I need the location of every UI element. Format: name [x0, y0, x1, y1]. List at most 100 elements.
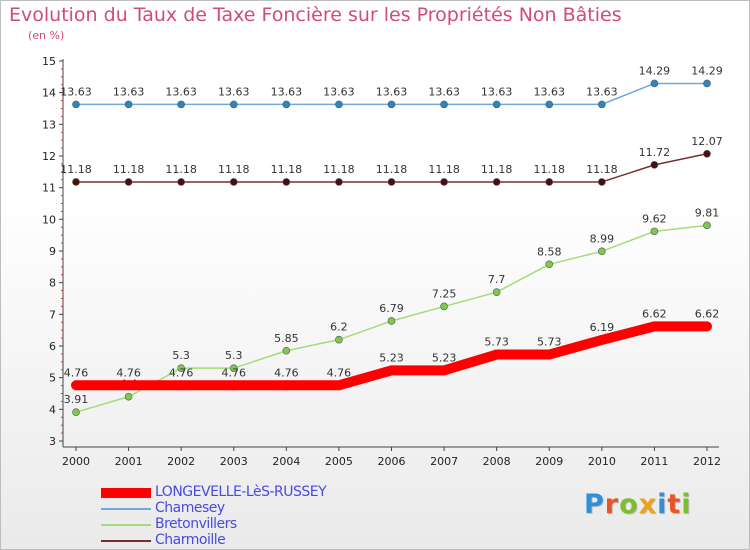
- x-tick-label: 2003: [220, 455, 248, 468]
- data-point-bretonvillers: [387, 317, 396, 325]
- data-point-bretonvillers: [650, 227, 659, 236]
- logo-letter: P: [584, 489, 605, 520]
- data-label-charmoille: 12.07: [691, 135, 723, 148]
- data-label-chamesey: 13.63: [376, 85, 408, 98]
- x-tick-label: 2009: [535, 455, 563, 468]
- data-label-bretonvillers: 7.7: [488, 273, 506, 286]
- y-tick-label: 8: [49, 277, 56, 290]
- data-point-charmoille: [229, 178, 238, 186]
- data-point-longevelle-l-s-russey: [702, 321, 712, 332]
- data-point-charmoille: [124, 178, 133, 186]
- data-point-charmoille: [387, 178, 396, 186]
- data-label-longevelle-l-s-russey: 4.76: [274, 366, 299, 379]
- data-label-chamesey: 14.29: [639, 64, 671, 77]
- data-label-bretonvillers: 5.3: [225, 349, 243, 362]
- logo-letter: t: [667, 489, 682, 520]
- data-label-charmoille: 11.18: [428, 163, 460, 176]
- x-tick-label: 2007: [430, 455, 458, 468]
- data-point-charmoille: [703, 149, 711, 158]
- data-point-longevelle-l-s-russey: [596, 334, 607, 345]
- y-tick-label: 13: [42, 118, 56, 131]
- x-tick-label: 2001: [115, 455, 143, 468]
- x-tick-label: 2005: [325, 455, 353, 468]
- proxiti-logo: Proxiti: [584, 489, 692, 520]
- data-point-charmoille: [492, 178, 501, 186]
- data-label-charmoille: 11.18: [60, 163, 92, 176]
- data-point-chamesey: [440, 100, 448, 109]
- data-point-chamesey: [124, 100, 133, 109]
- data-point-bretonvillers: [177, 364, 185, 372]
- data-label-chamesey: 13.63: [428, 85, 460, 98]
- y-tick-label: 3: [49, 435, 56, 448]
- x-tick-label: 2000: [62, 455, 90, 468]
- x-tick-label: 2002: [167, 455, 195, 468]
- data-point-bretonvillers: [598, 247, 606, 256]
- data-point-chamesey: [229, 100, 238, 109]
- data-label-bretonvillers: 6.79: [379, 302, 404, 315]
- data-label-chamesey: 13.63: [481, 85, 513, 98]
- data-point-chamesey: [703, 79, 711, 88]
- data-label-chamesey: 13.63: [165, 85, 197, 98]
- data-point-longevelle-l-s-russey: [491, 349, 502, 360]
- data-label-longevelle-l-s-russey: 5.23: [379, 351, 404, 364]
- data-label-chamesey: 13.63: [218, 85, 250, 98]
- data-point-bretonvillers: [492, 288, 501, 296]
- data-label-chamesey: 13.63: [323, 85, 355, 98]
- data-point-longevelle-l-s-russey: [649, 321, 660, 332]
- x-tick-label: 2011: [640, 455, 668, 468]
- data-point-chamesey: [387, 100, 396, 109]
- data-label-bretonvillers: 3.91: [64, 393, 89, 406]
- legend-label: Bretonvillers: [155, 516, 237, 532]
- y-tick-label: 7: [49, 308, 56, 321]
- data-label-bretonvillers: 5.3: [172, 349, 190, 362]
- data-label-chamesey: 13.63: [534, 85, 566, 98]
- data-label-chamesey: 14.29: [691, 64, 723, 77]
- data-label-bretonvillers: 9.62: [642, 212, 667, 225]
- logo-letter: r: [604, 489, 620, 520]
- y-tick-label: 11: [42, 182, 56, 195]
- logo-letter: o: [619, 489, 639, 520]
- data-point-bretonvillers: [335, 335, 343, 344]
- legend-swatch: [101, 524, 151, 526]
- x-tick-label: 2008: [483, 455, 511, 468]
- legend-label: LONGEVELLE-LèS-RUSSEY: [155, 484, 327, 500]
- data-label-longevelle-l-s-russey: 6.19: [590, 321, 615, 334]
- data-point-bretonvillers: [124, 392, 133, 401]
- data-point-chamesey: [545, 100, 554, 109]
- data-point-chamesey: [598, 100, 606, 109]
- data-point-chamesey: [282, 100, 291, 109]
- data-label-charmoille: 11.18: [165, 163, 197, 176]
- data-point-chamesey: [177, 100, 185, 109]
- data-point-bretonvillers: [72, 408, 80, 416]
- data-label-bretonvillers: 6.2: [330, 321, 348, 334]
- data-label-longevelle-l-s-russey: 4.76: [169, 366, 194, 379]
- data-label-bretonvillers: 5.85: [274, 332, 299, 345]
- legend-label: Charmoille: [155, 532, 226, 548]
- logo-letter: x: [638, 489, 658, 520]
- data-point-bretonvillers: [229, 364, 238, 372]
- data-label-charmoille: 11.18: [586, 163, 618, 176]
- data-label-longevelle-l-s-russey: 5.73: [537, 336, 562, 349]
- data-point-charmoille: [282, 178, 291, 186]
- data-point-longevelle-l-s-russey: [176, 380, 187, 391]
- data-point-charmoille: [177, 178, 185, 186]
- data-point-longevelle-l-s-russey: [228, 380, 239, 391]
- data-point-longevelle-l-s-russey: [281, 380, 292, 391]
- data-label-chamesey: 13.63: [586, 85, 618, 98]
- y-tick-label: 15: [42, 55, 56, 68]
- data-label-bretonvillers: 9.81: [695, 206, 720, 219]
- data-label-bretonvillers: 7.25: [432, 287, 457, 300]
- legend-swatch: [101, 540, 151, 542]
- y-tick-label: 10: [42, 213, 56, 226]
- y-tick-label: 5: [49, 372, 56, 385]
- data-point-longevelle-l-s-russey: [71, 380, 81, 391]
- data-point-charmoille: [545, 178, 554, 186]
- data-label-chamesey: 13.63: [271, 85, 303, 98]
- data-label-charmoille: 11.18: [481, 163, 513, 176]
- data-label-charmoille: 11.18: [271, 163, 303, 176]
- data-point-charmoille: [440, 178, 448, 186]
- data-label-longevelle-l-s-russey: 4.76: [327, 366, 352, 379]
- data-point-chamesey: [492, 100, 501, 109]
- data-label-longevelle-l-s-russey: 4.76: [116, 366, 141, 379]
